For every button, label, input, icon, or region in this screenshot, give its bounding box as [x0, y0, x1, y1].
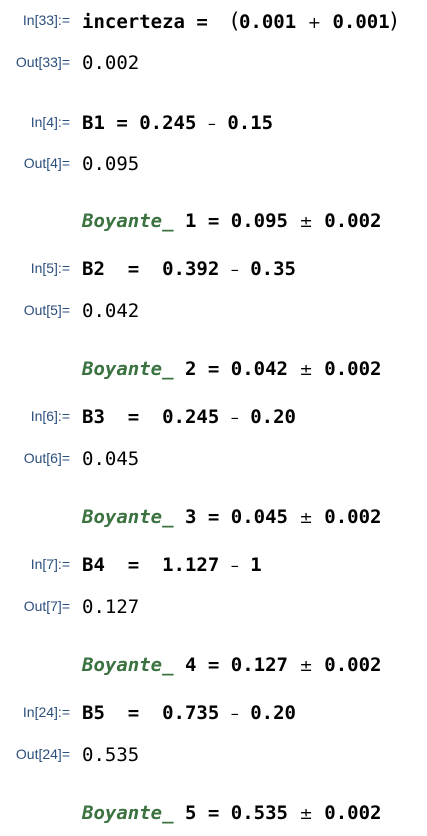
out-label: Out[24]=	[15, 746, 70, 762]
result-expression: Boyante_ 4 = 0.127 ± 0.002	[82, 654, 382, 676]
output-cell-incerteza: Out[33]= 0.002	[0, 50, 427, 76]
output-value: 0.042	[82, 300, 140, 322]
boyante-symbol: Boyante_	[82, 210, 174, 232]
output-value: 0.095	[82, 153, 140, 175]
result-expression: Boyante_ 2 = 0.042 ± 0.002	[82, 358, 382, 380]
in-label: In[5]:=	[30, 260, 70, 276]
output-cell-b5: Out[24]= 0.535	[0, 742, 427, 768]
result-expression: Boyante_ 3 = 0.045 ± 0.002	[82, 506, 382, 528]
input-cell-b4[interactable]: In[7]:= B4 = 1.127 – 1	[0, 552, 427, 578]
out-label: Out[5]=	[23, 302, 70, 318]
input-cell-b2[interactable]: In[5]:= B2 = 0.392 – 0.35	[0, 256, 427, 282]
input-expression[interactable]: B1 = 0.245 – 0.15	[82, 112, 274, 134]
boyante-symbol: Boyante_	[82, 654, 174, 676]
out-label: Out[33]=	[15, 54, 70, 70]
output-value: 0.127	[82, 596, 140, 618]
out-label: Out[4]=	[23, 155, 70, 171]
out-label: Out[7]=	[23, 598, 70, 614]
input-cell-b3[interactable]: In[6]:= B3 = 0.245 – 0.20	[0, 404, 427, 430]
input-expression[interactable]: B2 = 0.392 – 0.35	[82, 258, 296, 280]
in-label: In[6]:=	[30, 408, 70, 424]
output-cell-b3: Out[6]= 0.045	[0, 446, 427, 472]
in-label: In[7]:=	[30, 556, 70, 572]
output-cell-b1: Out[4]= 0.095	[0, 151, 427, 177]
result-cell-boyante-2[interactable]: Boyante_ 2 = 0.042 ± 0.002	[0, 356, 427, 382]
output-value: 0.002	[82, 52, 140, 74]
input-expression[interactable]: B5 = 0.735 – 0.20	[82, 702, 296, 724]
out-label: Out[6]=	[23, 450, 70, 466]
input-expression[interactable]: incerteza = (0.001 + 0.001)	[82, 9, 398, 33]
output-value: 0.535	[82, 744, 140, 766]
boyante-symbol: Boyante_	[82, 802, 174, 824]
in-label: In[4]:=	[30, 114, 70, 130]
output-cell-b4: Out[7]= 0.127	[0, 594, 427, 620]
result-expression: Boyante_ 1 = 0.095 ± 0.002	[82, 210, 382, 232]
in-label: In[24]:=	[22, 704, 70, 720]
boyante-symbol: Boyante_	[82, 506, 174, 528]
in-label: In[33]:=	[22, 12, 70, 28]
output-cell-b2: Out[5]= 0.042	[0, 298, 427, 324]
output-value: 0.045	[82, 448, 140, 470]
result-cell-boyante-4[interactable]: Boyante_ 4 = 0.127 ± 0.002	[0, 652, 427, 678]
result-expression: Boyante_ 5 = 0.535 ± 0.002	[82, 802, 382, 824]
input-cell-b1[interactable]: In[4]:= B1 = 0.245 – 0.15	[0, 110, 427, 136]
input-cell-incerteza[interactable]: In[33]:= incerteza = (0.001 + 0.001)	[0, 8, 427, 34]
result-cell-boyante-3[interactable]: Boyante_ 3 = 0.045 ± 0.002	[0, 504, 427, 530]
input-expression[interactable]: B4 = 1.127 – 1	[82, 554, 262, 576]
boyante-symbol: Boyante_	[82, 358, 174, 380]
result-cell-boyante-5[interactable]: Boyante_ 5 = 0.535 ± 0.002	[0, 800, 427, 826]
input-expression[interactable]: B3 = 0.245 – 0.20	[82, 406, 296, 428]
input-cell-b5[interactable]: In[24]:= B5 = 0.735 – 0.20	[0, 700, 427, 726]
result-cell-boyante-1[interactable]: Boyante_ 1 = 0.095 ± 0.002	[0, 208, 427, 234]
